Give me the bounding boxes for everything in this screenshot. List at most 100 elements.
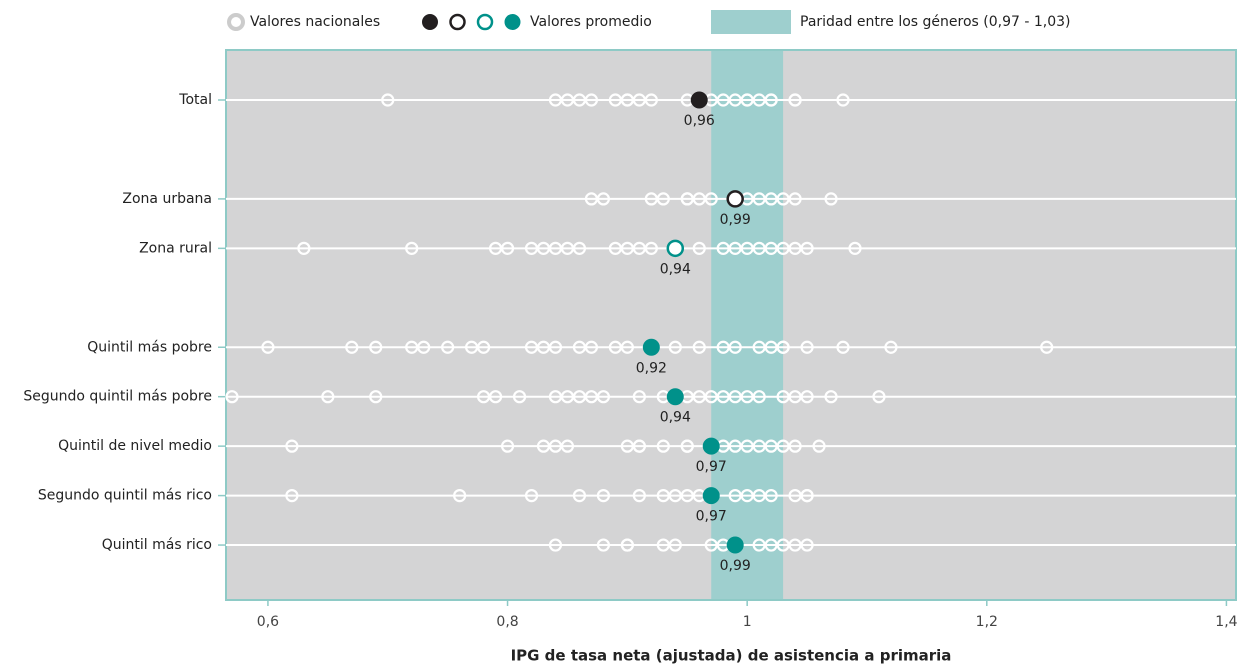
- national-value: [812, 439, 826, 453]
- value-label: 0,99: [720, 558, 751, 574]
- x-tick-label: 1: [743, 614, 752, 630]
- national-value: [369, 390, 383, 404]
- category-label: Segundo quintil más rico: [38, 488, 212, 504]
- parity-band: [711, 50, 784, 600]
- legend-marker: [422, 14, 438, 30]
- national-value: [692, 241, 706, 255]
- national-value: [668, 340, 682, 354]
- national-value: [1040, 340, 1054, 354]
- national-value: [836, 93, 850, 107]
- national-value: [261, 340, 275, 354]
- x-tick-label: 1,4: [1215, 614, 1237, 630]
- national-value: [668, 538, 682, 552]
- national-value: [285, 439, 299, 453]
- category-label: Quintil más rico: [102, 537, 212, 553]
- national-value: [704, 192, 718, 206]
- national-value: [800, 340, 814, 354]
- national-value: [596, 390, 611, 404]
- national-value: [417, 340, 431, 354]
- national-value: [453, 489, 467, 503]
- national-value: [656, 439, 670, 453]
- national-value: [872, 390, 886, 404]
- legend-parity: [711, 10, 791, 34]
- category-label: Zona urbana: [122, 191, 212, 207]
- national-value: [752, 390, 766, 404]
- value-label: 0,94: [660, 410, 691, 426]
- national-value: [656, 192, 670, 206]
- plot-frame: [225, 49, 1237, 601]
- national-value: [632, 439, 646, 453]
- national-value: [548, 538, 563, 552]
- average-value: [666, 239, 685, 258]
- legend-marker: [504, 14, 521, 30]
- national-value: [764, 93, 778, 107]
- national-value: [488, 390, 503, 404]
- value-label: 0,96: [684, 113, 715, 129]
- value-label: 0,99: [720, 212, 751, 228]
- category-label: Total: [178, 92, 212, 108]
- value-label: 0,97: [696, 459, 727, 475]
- national-value: [572, 241, 587, 255]
- national-value: [836, 340, 850, 354]
- national-value: [596, 538, 611, 552]
- national-value: [596, 489, 611, 503]
- national-value: [500, 439, 515, 453]
- category-label: Segundo quintil más pobre: [23, 389, 212, 405]
- national-value: [884, 340, 898, 354]
- average-value: [726, 536, 744, 554]
- legend-marker: [227, 13, 245, 31]
- national-value: [381, 93, 395, 107]
- national-value: [321, 390, 335, 404]
- x-tick-label: 0,8: [496, 614, 518, 630]
- national-value: [512, 390, 527, 404]
- national-value: [788, 93, 802, 107]
- national-value: [692, 340, 706, 354]
- national-value: [476, 340, 491, 354]
- national-value: [225, 390, 239, 404]
- national-value: [800, 489, 814, 503]
- national-value: [776, 340, 790, 354]
- national-value: [680, 439, 694, 453]
- national-value: [297, 241, 311, 255]
- national-value: [800, 390, 814, 404]
- average-value: [690, 91, 708, 109]
- legend-label: Valores promedio: [530, 14, 652, 30]
- x-tick-label: 0,6: [257, 614, 279, 630]
- national-value: [584, 340, 599, 354]
- legend-marker: [476, 13, 494, 31]
- national-value: [824, 390, 838, 404]
- national-value: [441, 340, 455, 354]
- national-value: [764, 489, 778, 503]
- value-label: 0,94: [660, 261, 691, 277]
- national-value: [285, 489, 299, 503]
- average-value: [642, 338, 660, 356]
- category-label: Quintil más pobre: [87, 339, 212, 355]
- national-value: [500, 241, 515, 255]
- national-value: [524, 489, 539, 503]
- national-value: [620, 340, 634, 354]
- national-value: [800, 538, 814, 552]
- national-value: [800, 241, 814, 255]
- national-value: [824, 192, 838, 206]
- national-value: [632, 489, 646, 503]
- national-value: [788, 439, 802, 453]
- national-value: [405, 241, 419, 255]
- legend-marker: [449, 13, 466, 31]
- legend-label: Valores nacionales: [250, 14, 380, 30]
- national-value: [560, 439, 575, 453]
- national-value: [848, 241, 862, 255]
- national-value: [369, 340, 383, 354]
- national-value: [596, 192, 611, 206]
- average-value: [702, 487, 720, 505]
- national-value: [632, 390, 646, 404]
- value-label: 0,97: [696, 509, 727, 525]
- x-axis-label: IPG de tasa neta (ajustada) de asistenci…: [511, 647, 952, 665]
- legend-label: Paridad entre los géneros (0,97 - 1,03): [800, 14, 1071, 30]
- national-value: [620, 538, 634, 552]
- national-value: [584, 93, 599, 107]
- national-value: [644, 93, 658, 107]
- category-label: Quintil de nivel medio: [58, 438, 212, 454]
- national-value: [572, 489, 587, 503]
- average-value: [702, 437, 720, 455]
- average-value: [666, 388, 684, 406]
